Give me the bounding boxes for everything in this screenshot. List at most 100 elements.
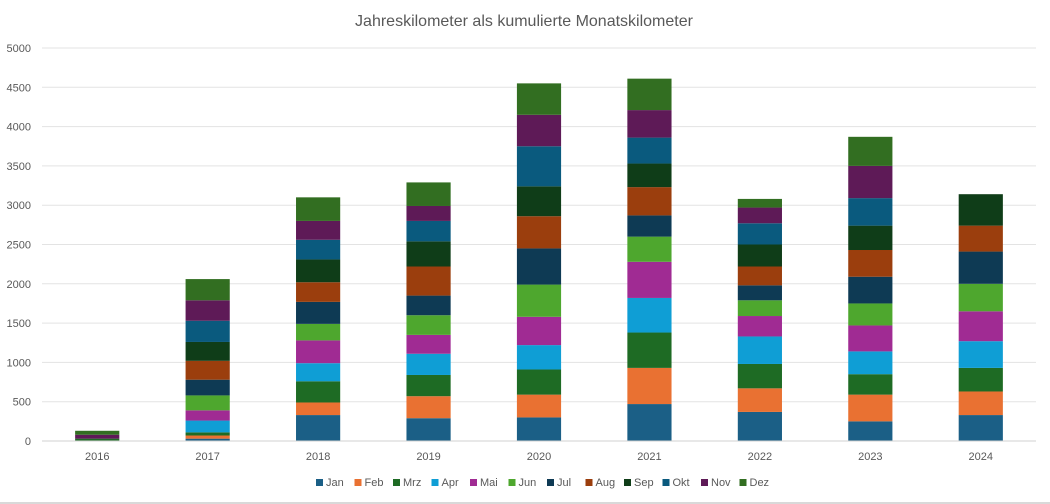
legend-label: Mai [480,477,498,489]
bar-segment-okt-2022 [737,223,782,245]
bar-segment-feb-2023 [848,394,893,422]
bar-segment-jun-2018 [296,323,341,341]
bar-segment-dez-2022 [737,198,782,208]
bar-segment-feb-2020 [516,394,562,418]
x-axis-tick-labels: 2016 2017 2018 2019 2020 2021 2022 2023 2024 [85,451,993,463]
x-tick-label: 2018 [306,451,330,463]
bar-segment-aug-2022 [737,266,782,286]
bar-stack-2017 [185,279,230,441]
bar-segment-apr-2024 [958,341,1003,368]
bar-segment-jun-2022 [737,300,782,317]
legend-item-dez: Dez [739,477,770,489]
bar-segment-jan-2022 [737,411,782,441]
bar-stack-2016 [75,430,120,441]
legend-label: Sep [634,477,654,489]
legend-label: Aug [596,477,616,489]
bar-segment-dez-2023 [848,136,893,166]
bar-segment-mrz-2019 [406,374,451,397]
bar-segment-jul-2022 [737,285,782,301]
bar-segment-jun-2020 [516,284,562,317]
bar-segment-dez-2016 [75,430,120,435]
bar-segment-dez-2021 [627,78,672,111]
bar-segment-feb-2022 [737,388,782,412]
bar-segment-nov-2022 [737,207,782,224]
y-tick-label: 1500 [7,318,31,330]
bar-segment-aug-2023 [848,250,893,277]
legend-item-sep: Sep [624,477,654,489]
bar-segment-mrz-2023 [848,374,893,395]
bar-segment-nov-2017 [185,300,230,321]
bar-segment-jun-2021 [627,236,672,262]
bar-segment-sep-2024 [958,194,1003,226]
bar-stack-2024 [958,194,1003,441]
legend-label: Nov [711,477,731,489]
bar-segment-mrz-2018 [296,381,341,403]
legend-swatch [354,479,362,486]
bar-segment-mrz-2017 [185,432,230,436]
legend-item-mrz: Mrz [393,477,421,489]
bar-segment-apr-2017 [185,420,230,433]
bar-segment-feb-2021 [627,367,672,405]
y-tick-label: 1000 [7,357,31,369]
bar-stack-2021 [627,78,672,441]
x-tick-label: 2016 [85,451,109,463]
bar-segment-aug-2024 [958,225,1003,252]
legend-swatch [739,479,747,486]
bar-segment-sep-2020 [516,186,562,217]
bar-segment-aug-2021 [627,187,672,216]
bar-segment-mrz-2020 [516,369,562,395]
bar-segment-jan-2019 [406,418,451,441]
y-tick-label: 2000 [7,279,31,291]
bar-segment-aug-2019 [406,266,451,296]
bar-segment-jan-2017 [185,438,230,441]
bar-segment-nov-2023 [848,165,893,199]
y-tick-label: 4000 [7,122,31,134]
bar-segment-feb-2024 [958,391,1003,416]
legend-swatch [393,479,400,486]
legend-item-apr: Apr [431,477,459,489]
bar-segment-sep-2023 [848,225,893,251]
bar-segment-mai-2020 [516,316,562,346]
bar-segment-jan-2023 [848,421,893,441]
bar-segment-jun-2019 [406,315,451,335]
legend-swatch [662,479,670,486]
bar-segment-apr-2019 [406,353,451,375]
legend-swatch [316,479,323,486]
legend-label: Apr [442,477,459,489]
bar-segment-okt-2017 [185,320,230,342]
bar-segment-okt-2021 [627,137,672,164]
bar-segment-sep-2018 [296,259,341,283]
legend-swatch [508,479,516,486]
y-tick-label: 5000 [7,43,31,55]
bar-segment-dez-2019 [406,182,451,206]
bar-segment-okt-2020 [516,146,562,187]
bar-stack-2023 [848,136,893,441]
bar-segment-jul-2020 [516,248,562,285]
bar-segment-mrz-2016 [75,438,120,441]
legend-swatch [585,479,593,486]
bar-segment-sep-2017 [185,341,230,361]
y-tick-label: 2500 [7,240,31,252]
legend-label: Jun [519,477,537,489]
bar-segment-jan-2021 [627,404,672,441]
legend-label: Jul [557,477,571,489]
legend-swatch [470,479,477,486]
legend-item-aug: Aug [585,477,616,489]
y-tick-label: 500 [13,397,31,409]
bar-segment-sep-2019 [406,241,451,267]
legend-label: Dez [750,477,770,489]
bar-segment-jul-2024 [958,251,1003,284]
legend-swatch [547,479,554,486]
bar-stack-2022 [737,198,782,441]
bar-segment-mai-2024 [958,311,1003,342]
bar-segment-feb-2019 [406,396,451,419]
x-tick-label: 2023 [858,451,882,463]
legend-swatch [624,479,631,486]
bottom-divider [0,502,1050,504]
bar-segment-mrz-2021 [627,332,672,368]
bar-segment-apr-2020 [516,345,562,370]
bar-segment-apr-2023 [848,351,893,375]
x-tick-label: 2021 [637,451,661,463]
bar-segment-mai-2021 [627,261,672,298]
